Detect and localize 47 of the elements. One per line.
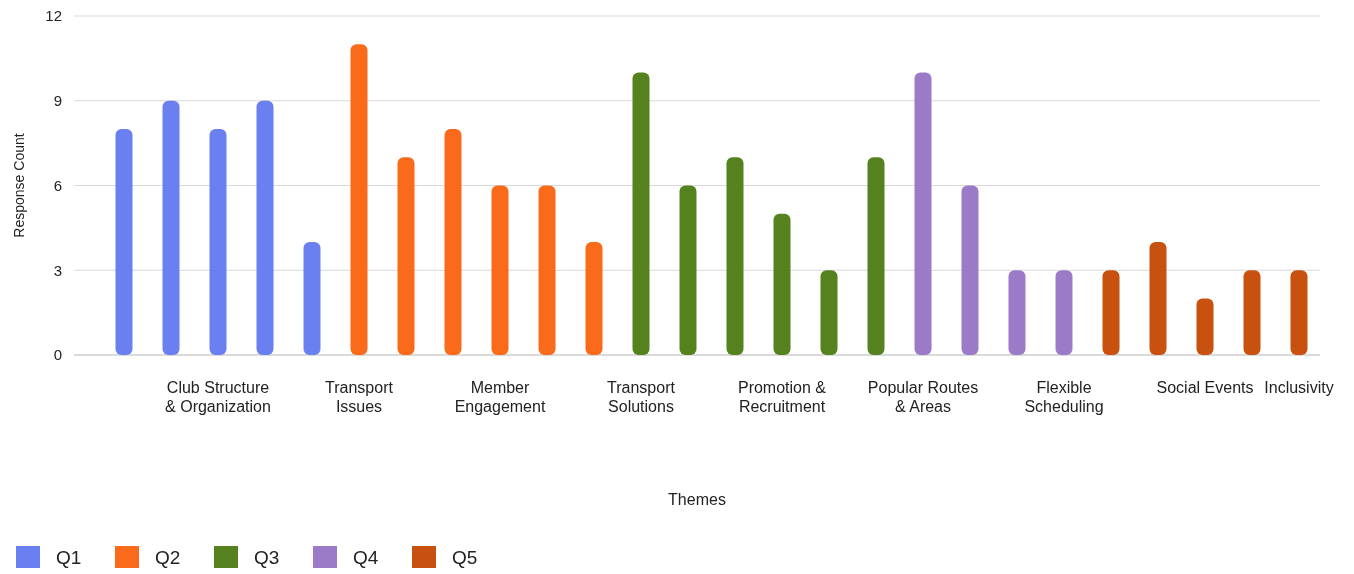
x-tick-label: Member Engagement [454,379,546,415]
x-tick-label: Inclusivity [1264,379,1334,396]
bar [632,72,650,355]
legend-label: Q2 [155,546,181,568]
x-axis-title: Themes [668,491,726,508]
bar [1149,242,1167,355]
bar [1290,270,1308,355]
bar [209,129,227,355]
y-axis-title: Response Count [11,133,27,238]
bar [1196,298,1214,355]
x-tick-label: Social Events [1156,379,1254,396]
bar [585,242,603,355]
y-tick-label: 9 [53,92,62,109]
legend-label: Q1 [56,546,82,568]
bar [867,157,885,355]
bar [1102,270,1120,355]
bar [773,213,791,355]
bar [397,157,415,355]
y-tick-label: 0 [53,346,62,364]
bar [1055,270,1073,355]
bar [162,100,180,355]
bar [256,100,274,355]
y-tick-label: 6 [53,176,62,194]
bar [961,185,979,355]
bar [538,185,556,355]
legend-label: Q5 [452,546,478,568]
bar [115,129,133,355]
x-tick-label: Club Structure & Organization [165,379,271,415]
y-tick-label: 3 [53,261,62,279]
x-tick-label: Flexible Scheduling [1024,379,1104,415]
y-tick-label: 12 [45,7,62,25]
legend-label: Q3 [254,546,280,568]
bar [914,72,932,355]
x-tick-label: Popular Routes & Areas [867,379,979,415]
bar [444,129,462,355]
bar [726,157,744,355]
bar [1008,270,1026,355]
legend-label: Q4 [353,546,379,568]
bar [820,270,838,355]
x-tick-label: Transport Solutions [607,379,676,415]
bar [491,185,509,355]
x-tick-label: Promotion & Recruitment [737,379,827,415]
x-tick-label: Transport Issues [325,379,394,415]
bar [1243,270,1261,355]
bar [679,185,697,355]
bar [303,242,321,355]
bar [350,44,368,355]
